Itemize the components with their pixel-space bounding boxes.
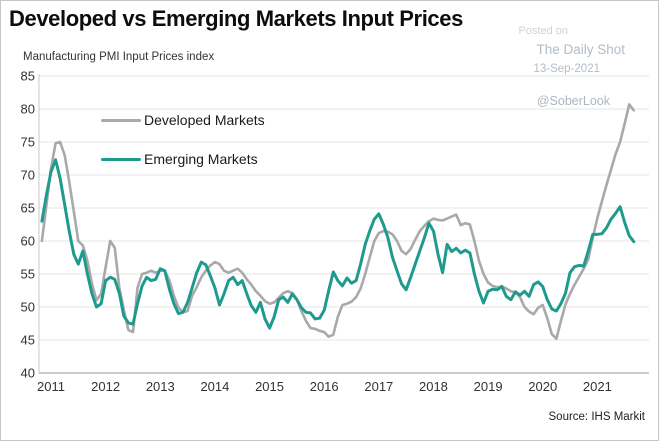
watermark-posted-on: Posted on — [518, 25, 568, 37]
x-tick-label-2015: 2015 — [255, 379, 284, 394]
legend-label-developed: Developed Markets — [144, 112, 265, 128]
watermark-site-name: The Daily Shot — [536, 42, 625, 57]
x-tick-label-2013: 2013 — [146, 379, 175, 394]
developed-markets-line — [40, 103, 636, 341]
y-tick-label-65: 65 — [21, 201, 35, 216]
emerging-markets-line-swatch — [101, 157, 141, 161]
watermark-date: 13-Sep-2021 — [533, 63, 601, 75]
page-title: Developed vs Emerging Markets Input Pric… — [9, 6, 463, 31]
y-tick-label-75: 75 — [21, 135, 35, 150]
x-tick-label-2014: 2014 — [200, 379, 229, 394]
legend-label-emerging: Emerging Markets — [144, 151, 258, 167]
y-tick-label-85: 85 — [21, 69, 35, 84]
source-note: Source: IHS Markit — [548, 411, 646, 423]
x-tick-label-2016: 2016 — [310, 379, 339, 394]
y-tick-label-70: 70 — [21, 168, 35, 183]
developed-markets-line-swatch — [101, 118, 141, 122]
y-tick-label-55: 55 — [21, 267, 35, 282]
y-tick-label-45: 45 — [21, 333, 35, 348]
x-tick-label-2019: 2019 — [474, 379, 503, 394]
x-tick-label-2020: 2020 — [528, 379, 557, 394]
y-tick-label-40: 40 — [21, 366, 35, 381]
y-tick-label-80: 80 — [21, 102, 35, 117]
chart-subtitle: Manufacturing PMI Input Prices index — [23, 51, 215, 63]
x-tick-label-2021: 2021 — [583, 379, 612, 394]
x-tick-label-2018: 2018 — [419, 379, 448, 394]
y-tick-label-60: 60 — [21, 234, 35, 249]
x-tick-label-2011: 2011 — [37, 379, 65, 394]
y-tick-label-50: 50 — [21, 300, 35, 315]
legend-item-emerging-markets: Emerging Markets — [101, 151, 258, 167]
x-tick-label-2017: 2017 — [364, 379, 393, 394]
legend-item-developed-markets: Developed Markets — [101, 112, 265, 128]
emerging-markets-line — [40, 158, 636, 330]
watermark-handle: @SoberLook — [536, 94, 610, 108]
x-tick-label-2012: 2012 — [91, 379, 120, 394]
